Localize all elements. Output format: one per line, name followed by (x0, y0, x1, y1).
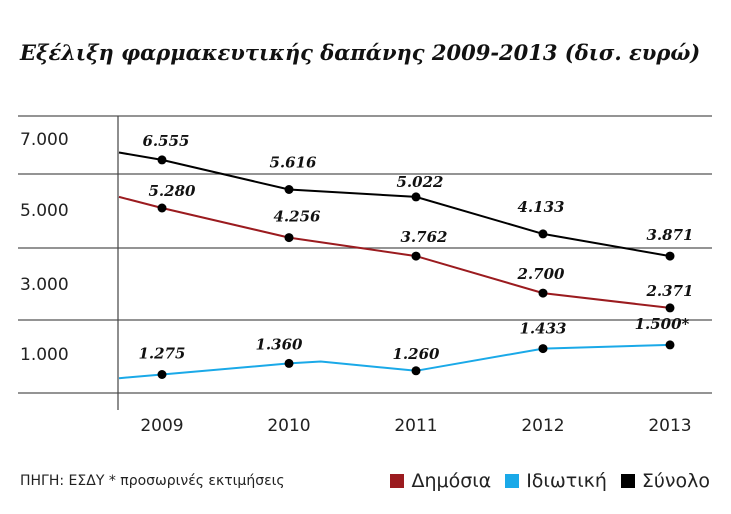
data-label-0-2009: 6.555 (143, 132, 190, 150)
data-label-1-2010: 4.256 (274, 208, 322, 226)
data-point-1-2011 (411, 251, 421, 261)
data-point-2-2009 (157, 370, 167, 379)
data-label-0-2012: 4.133 (518, 198, 565, 216)
data-point-1-2009 (157, 203, 167, 213)
legend-item-private: Ιδιωτική (505, 470, 607, 492)
x-tick-label-2012: 2012 (521, 416, 564, 436)
data-label-2-2013: 1.500* (635, 315, 690, 333)
data-point-2-2012 (538, 344, 548, 354)
legend: Δημόσια Ιδιωτική Σύνολο (390, 470, 710, 492)
legend-label-public: Δημόσια (411, 470, 492, 492)
data-point-2-2010 (284, 358, 294, 368)
x-tick-label-2009: 2009 (140, 416, 183, 436)
legend-swatch-total (620, 474, 635, 488)
legend-swatch-private (505, 474, 520, 488)
x-tick-label-2010: 2010 (267, 416, 310, 436)
legend-item-total: Σύνολο (620, 470, 710, 492)
data-label-0-2011: 5.022 (397, 173, 444, 191)
chart-title: Εξέλιξη φαρμακευτικής δαπάνης 2009-2013 … (20, 40, 701, 65)
data-point-1-2012 (538, 288, 548, 298)
data-point-0-2011 (411, 192, 421, 202)
series-line-2 (118, 343, 671, 380)
legend-label-total: Σύνολο (641, 470, 710, 492)
x-tick-label-2011: 2011 (394, 416, 437, 436)
series-line-0 (118, 151, 671, 258)
y-tick-label-3: 1.000 (20, 345, 69, 365)
data-point-1-2013 (665, 303, 675, 313)
data-label-1-2012: 2.700 (517, 265, 566, 283)
data-point-2-2011 (411, 366, 421, 376)
data-label-2-2011: 1.260 (393, 345, 441, 363)
data-label-0-2010: 5.616 (270, 154, 318, 172)
source-note: ΠΗΓΗ: ΕΣΔΥ * προσωρινές εκτιμήσεις (20, 473, 285, 489)
data-point-1-2010 (284, 233, 294, 243)
legend-item-public: Δημόσια (390, 470, 491, 492)
data-point-0-2012 (538, 229, 548, 239)
legend-label-private: Ιδιωτική (526, 470, 607, 492)
x-tick-label-2013: 2013 (648, 416, 691, 436)
chart-footer: ΠΗΓΗ: ΕΣΔΥ * προσωρινές εκτιμήσεις Δημόσ… (20, 470, 710, 494)
legend-swatch-public (390, 474, 405, 488)
series-line-1 (118, 195, 671, 309)
data-point-0-2013 (665, 251, 675, 261)
data-label-1-2013: 2.371 (646, 282, 694, 300)
data-label-0-2013: 3.871 (647, 226, 694, 244)
data-label-1-2009: 5.280 (149, 182, 197, 200)
y-tick-label-0: 7.000 (20, 130, 69, 150)
data-label-2-2012: 1.433 (520, 320, 567, 338)
y-tick-label-1: 5.000 (20, 201, 69, 221)
data-label-2-2009: 1.275 (139, 345, 186, 363)
data-point-2-2013 (665, 340, 675, 350)
data-label-1-2011: 3.762 (401, 228, 448, 246)
data-point-0-2010 (284, 185, 294, 194)
line-chart: 7.000 5.000 3.000 1.000 2009 2010 2011 2012 2013… (18, 115, 712, 436)
data-label-2-2010: 1.360 (256, 335, 304, 353)
y-tick-label-2: 3.000 (20, 275, 69, 295)
data-point-0-2009 (157, 155, 167, 165)
